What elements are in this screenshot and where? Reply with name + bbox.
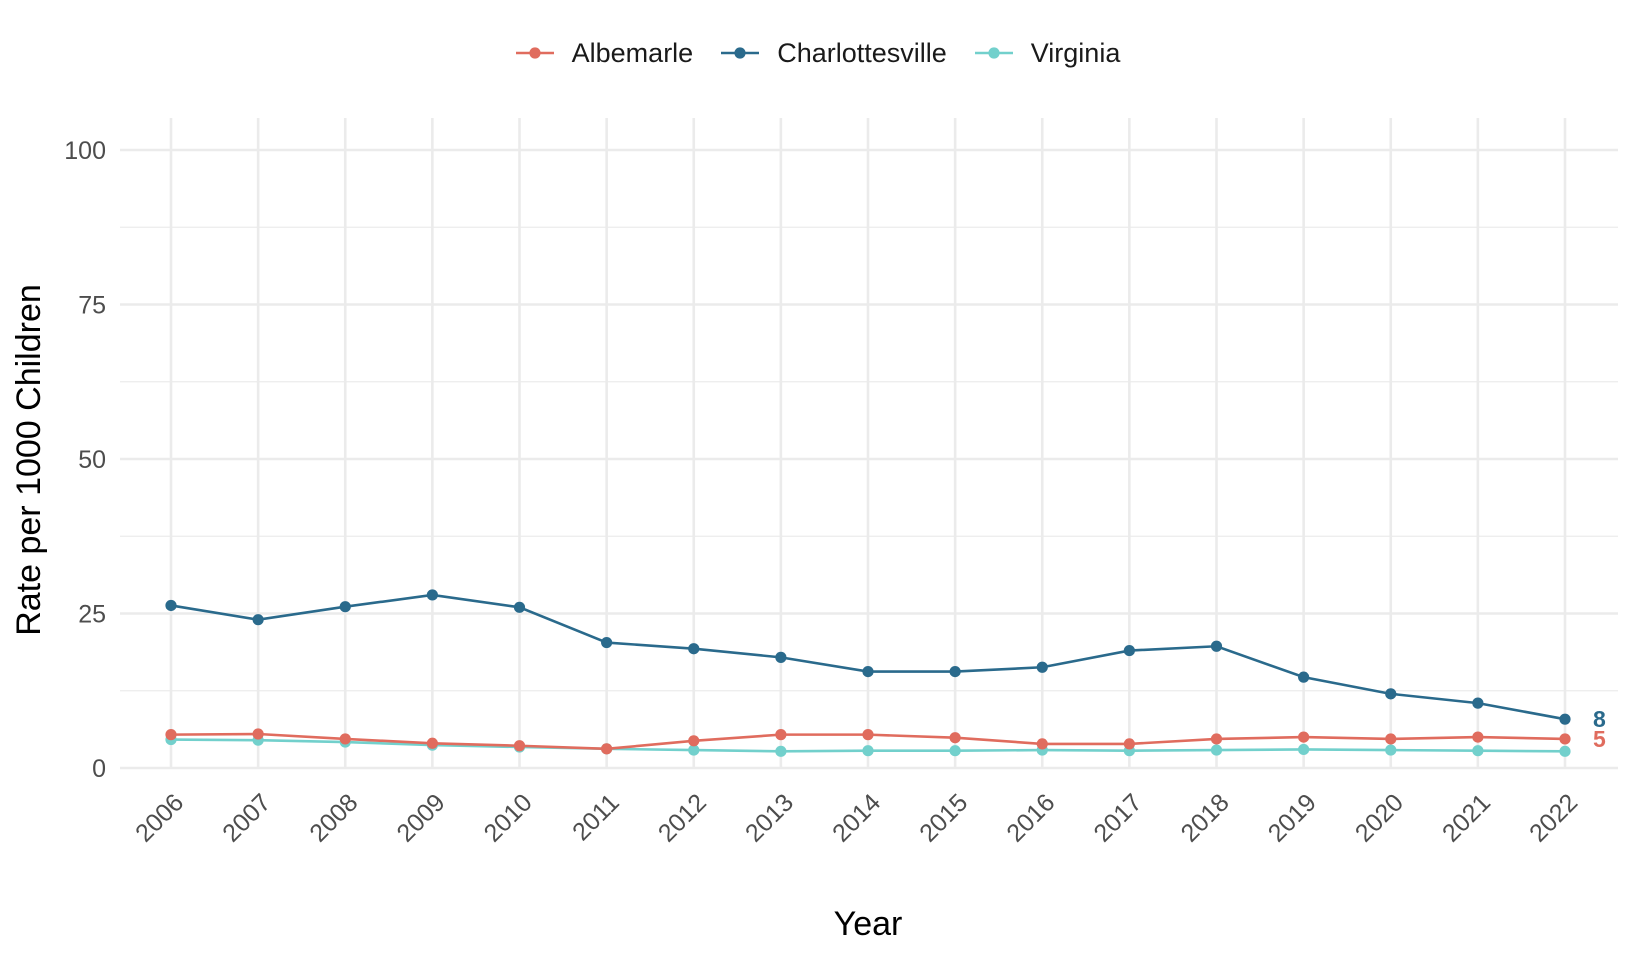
data-point — [252, 728, 264, 740]
x-tick-label: 2015 — [914, 788, 973, 847]
grid — [120, 118, 1618, 770]
legend-item: Albemarle — [512, 37, 694, 69]
x-tick-label: 2019 — [1263, 788, 1322, 847]
data-point — [862, 729, 874, 741]
legend-label: Virginia — [1030, 37, 1121, 68]
y-tick-label: 0 — [92, 755, 106, 783]
y-axis-ticks: 0 25 50 75 100 — [64, 137, 106, 783]
x-tick-label: 2006 — [130, 788, 189, 847]
x-tick-label: 2012 — [653, 788, 712, 847]
data-point — [1298, 731, 1310, 743]
data-point — [1472, 745, 1484, 757]
legend-item: Virginia — [971, 37, 1121, 69]
data-point — [1472, 731, 1484, 743]
series-charlottesville: 8 — [165, 589, 1606, 732]
data-point — [1210, 640, 1223, 652]
legend-key — [515, 47, 554, 59]
legend-key-point — [988, 47, 1000, 59]
data-point — [775, 745, 787, 757]
data-point — [339, 601, 351, 613]
data-point — [1210, 733, 1223, 745]
x-tick-label: 2020 — [1350, 788, 1409, 847]
legend-key-point — [529, 47, 541, 59]
y-tick-label: 75 — [78, 292, 106, 320]
data-point — [1559, 733, 1571, 745]
data-point — [1559, 713, 1571, 725]
y-axis-title: Rate per 1000 Children — [10, 284, 48, 636]
data-point — [339, 733, 351, 745]
data-point — [775, 729, 787, 741]
end-value-label: 5 — [1593, 726, 1606, 752]
data-point — [1385, 744, 1397, 756]
series-layer: 85 — [165, 589, 1606, 757]
x-tick-label: 2010 — [479, 788, 538, 847]
end-value-label: 8 — [1593, 706, 1606, 732]
data-point — [1385, 688, 1397, 700]
data-point — [949, 665, 961, 678]
data-point — [513, 740, 526, 752]
series-albemarle: 5 — [165, 726, 1606, 755]
legend-item: Charlottesville — [717, 38, 947, 69]
x-tick-label: 2018 — [1176, 788, 1235, 847]
x-tick-label: 2021 — [1437, 788, 1496, 847]
data-point — [426, 589, 438, 601]
data-point — [862, 665, 874, 678]
data-point — [1123, 644, 1135, 657]
data-point — [688, 643, 700, 655]
x-tick-label: 2007 — [217, 788, 276, 847]
data-point — [1559, 745, 1571, 757]
x-tick-label: 2008 — [304, 788, 363, 847]
x-tick-label: 2013 — [740, 788, 799, 847]
data-point — [862, 745, 874, 757]
data-point — [1036, 738, 1048, 750]
x-tick-label: 2022 — [1524, 788, 1583, 847]
x-tick-label: 2017 — [1088, 788, 1147, 847]
data-point — [165, 729, 177, 741]
y-tick-label: 25 — [78, 601, 106, 629]
data-point — [426, 737, 438, 749]
x-axis-title: Year — [834, 905, 903, 943]
data-point — [1123, 738, 1135, 750]
data-point — [165, 599, 177, 612]
data-point — [1298, 671, 1310, 683]
x-tick-label: 2014 — [827, 788, 886, 847]
legend: Albemarle Charlottesville Virginia — [0, 30, 1632, 76]
x-axis-ticks: 2006 2007 2008 2009 2010 2011 2012 2013 2014 2015… — [130, 788, 1583, 847]
data-point — [1298, 743, 1310, 756]
data-point — [949, 745, 961, 757]
data-point — [688, 744, 700, 756]
x-tick-label: 2016 — [1001, 788, 1060, 847]
x-tick-label: 2011 — [567, 788, 625, 846]
data-point — [1472, 697, 1484, 709]
data-point — [688, 735, 700, 747]
data-point — [513, 601, 526, 613]
legend-label: Charlottesville — [777, 37, 947, 68]
data-point — [1036, 661, 1048, 673]
data-point — [949, 732, 961, 744]
y-tick-label: 100 — [64, 137, 106, 165]
data-point — [601, 743, 613, 755]
x-tick-label: 2009 — [391, 788, 450, 847]
data-point — [775, 651, 787, 663]
data-point — [1210, 744, 1223, 756]
legend-label: Albemarle — [571, 37, 694, 68]
data-point — [252, 614, 264, 626]
legend-key — [974, 47, 1013, 59]
data-point — [601, 636, 613, 649]
legend-key — [721, 47, 760, 59]
y-tick-label: 50 — [78, 446, 106, 474]
data-point — [1385, 733, 1397, 745]
legend-key-point — [734, 47, 746, 59]
